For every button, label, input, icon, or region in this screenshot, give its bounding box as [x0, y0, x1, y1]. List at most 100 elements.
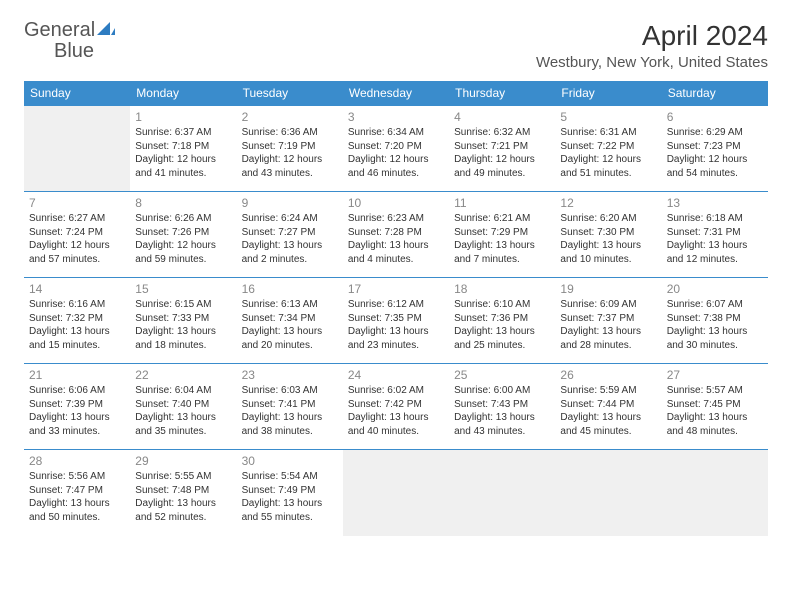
sunrise-line: Sunrise: 6:10 AM — [454, 298, 550, 312]
sunrise-line: Sunrise: 6:06 AM — [29, 384, 125, 398]
sunrise-line: Sunrise: 6:15 AM — [135, 298, 231, 312]
day-cell: 7Sunrise: 6:27 AMSunset: 7:24 PMDaylight… — [24, 192, 130, 278]
day-cell: 10Sunrise: 6:23 AMSunset: 7:28 PMDayligh… — [343, 192, 449, 278]
daylight-line: Daylight: 13 hours and 40 minutes. — [348, 411, 444, 438]
day-cell: 28Sunrise: 5:56 AMSunset: 7:47 PMDayligh… — [24, 450, 130, 536]
sunrise-line: Sunrise: 6:27 AM — [29, 212, 125, 226]
day-cell: 5Sunrise: 6:31 AMSunset: 7:22 PMDaylight… — [555, 106, 661, 192]
sunset-line: Sunset: 7:26 PM — [135, 226, 231, 240]
sunrise-line: Sunrise: 5:54 AM — [242, 470, 338, 484]
day-number: 18 — [454, 281, 550, 297]
daylight-line: Daylight: 13 hours and 25 minutes. — [454, 325, 550, 352]
day-cell: 4Sunrise: 6:32 AMSunset: 7:21 PMDaylight… — [449, 106, 555, 192]
day-number: 8 — [135, 195, 231, 211]
day-cell — [343, 450, 449, 536]
daylight-line: Daylight: 13 hours and 50 minutes. — [29, 497, 125, 524]
daylight-line: Daylight: 13 hours and 23 minutes. — [348, 325, 444, 352]
sunset-line: Sunset: 7:23 PM — [667, 140, 763, 154]
sunset-line: Sunset: 7:18 PM — [135, 140, 231, 154]
sunset-line: Sunset: 7:34 PM — [242, 312, 338, 326]
day-cell: 22Sunrise: 6:04 AMSunset: 7:40 PMDayligh… — [130, 364, 236, 450]
daylight-line: Daylight: 13 hours and 48 minutes. — [667, 411, 763, 438]
day-header: Sunday — [24, 81, 130, 106]
day-cell: 6Sunrise: 6:29 AMSunset: 7:23 PMDaylight… — [662, 106, 768, 192]
day-cell — [24, 106, 130, 192]
sunset-line: Sunset: 7:40 PM — [135, 398, 231, 412]
day-cell — [449, 450, 555, 536]
day-cell: 20Sunrise: 6:07 AMSunset: 7:38 PMDayligh… — [662, 278, 768, 364]
day-cell: 11Sunrise: 6:21 AMSunset: 7:29 PMDayligh… — [449, 192, 555, 278]
sunset-line: Sunset: 7:30 PM — [560, 226, 656, 240]
daylight-line: Daylight: 13 hours and 33 minutes. — [29, 411, 125, 438]
daylight-line: Daylight: 12 hours and 41 minutes. — [135, 153, 231, 180]
daylight-line: Daylight: 13 hours and 38 minutes. — [242, 411, 338, 438]
day-number: 15 — [135, 281, 231, 297]
day-number: 29 — [135, 453, 231, 469]
day-number: 30 — [242, 453, 338, 469]
sunset-line: Sunset: 7:27 PM — [242, 226, 338, 240]
sunset-line: Sunset: 7:49 PM — [242, 484, 338, 498]
day-number: 7 — [29, 195, 125, 211]
daylight-line: Daylight: 12 hours and 49 minutes. — [454, 153, 550, 180]
day-header: Saturday — [662, 81, 768, 106]
sunrise-line: Sunrise: 6:00 AM — [454, 384, 550, 398]
day-number: 26 — [560, 367, 656, 383]
day-number: 9 — [242, 195, 338, 211]
page-header: General Blue April 2024 Westbury, New Yo… — [24, 20, 768, 71]
day-cell: 23Sunrise: 6:03 AMSunset: 7:41 PMDayligh… — [237, 364, 343, 450]
daylight-line: Daylight: 13 hours and 7 minutes. — [454, 239, 550, 266]
day-cell: 27Sunrise: 5:57 AMSunset: 7:45 PMDayligh… — [662, 364, 768, 450]
sunset-line: Sunset: 7:43 PM — [454, 398, 550, 412]
day-number: 10 — [348, 195, 444, 211]
day-number: 17 — [348, 281, 444, 297]
sunrise-line: Sunrise: 6:13 AM — [242, 298, 338, 312]
day-cell: 13Sunrise: 6:18 AMSunset: 7:31 PMDayligh… — [662, 192, 768, 278]
sunrise-line: Sunrise: 6:37 AM — [135, 126, 231, 140]
sunrise-line: Sunrise: 6:36 AM — [242, 126, 338, 140]
day-cell: 8Sunrise: 6:26 AMSunset: 7:26 PMDaylight… — [130, 192, 236, 278]
logo-text-blue: Blue — [54, 40, 94, 62]
day-cell: 21Sunrise: 6:06 AMSunset: 7:39 PMDayligh… — [24, 364, 130, 450]
day-number: 22 — [135, 367, 231, 383]
week-row: 1Sunrise: 6:37 AMSunset: 7:18 PMDaylight… — [24, 106, 768, 192]
sunrise-line: Sunrise: 6:02 AM — [348, 384, 444, 398]
sunrise-line: Sunrise: 6:20 AM — [560, 212, 656, 226]
day-cell: 29Sunrise: 5:55 AMSunset: 7:48 PMDayligh… — [130, 450, 236, 536]
sunrise-line: Sunrise: 6:29 AM — [667, 126, 763, 140]
day-cell: 16Sunrise: 6:13 AMSunset: 7:34 PMDayligh… — [237, 278, 343, 364]
sunset-line: Sunset: 7:21 PM — [454, 140, 550, 154]
day-cell: 30Sunrise: 5:54 AMSunset: 7:49 PMDayligh… — [237, 450, 343, 536]
daylight-line: Daylight: 13 hours and 52 minutes. — [135, 497, 231, 524]
sunset-line: Sunset: 7:20 PM — [348, 140, 444, 154]
sunset-line: Sunset: 7:44 PM — [560, 398, 656, 412]
sunset-line: Sunset: 7:32 PM — [29, 312, 125, 326]
daylight-line: Daylight: 13 hours and 18 minutes. — [135, 325, 231, 352]
daylight-line: Daylight: 13 hours and 4 minutes. — [348, 239, 444, 266]
sunrise-line: Sunrise: 6:18 AM — [667, 212, 763, 226]
day-number: 13 — [667, 195, 763, 211]
daylight-line: Daylight: 13 hours and 55 minutes. — [242, 497, 338, 524]
day-cell: 14Sunrise: 6:16 AMSunset: 7:32 PMDayligh… — [24, 278, 130, 364]
day-number: 24 — [348, 367, 444, 383]
day-cell: 17Sunrise: 6:12 AMSunset: 7:35 PMDayligh… — [343, 278, 449, 364]
day-cell — [555, 450, 661, 536]
day-cell: 2Sunrise: 6:36 AMSunset: 7:19 PMDaylight… — [237, 106, 343, 192]
daylight-line: Daylight: 13 hours and 10 minutes. — [560, 239, 656, 266]
calendar-body: 1Sunrise: 6:37 AMSunset: 7:18 PMDaylight… — [24, 106, 768, 536]
sunrise-line: Sunrise: 6:12 AM — [348, 298, 444, 312]
day-cell: 26Sunrise: 5:59 AMSunset: 7:44 PMDayligh… — [555, 364, 661, 450]
day-cell: 3Sunrise: 6:34 AMSunset: 7:20 PMDaylight… — [343, 106, 449, 192]
calendar-table: SundayMondayTuesdayWednesdayThursdayFrid… — [24, 81, 768, 536]
day-header-row: SundayMondayTuesdayWednesdayThursdayFrid… — [24, 81, 768, 106]
sunrise-line: Sunrise: 6:03 AM — [242, 384, 338, 398]
daylight-line: Daylight: 12 hours and 46 minutes. — [348, 153, 444, 180]
daylight-line: Daylight: 12 hours and 59 minutes. — [135, 239, 231, 266]
week-row: 14Sunrise: 6:16 AMSunset: 7:32 PMDayligh… — [24, 278, 768, 364]
sunrise-line: Sunrise: 6:23 AM — [348, 212, 444, 226]
day-number: 1 — [135, 109, 231, 125]
daylight-line: Daylight: 13 hours and 20 minutes. — [242, 325, 338, 352]
sunrise-line: Sunrise: 6:32 AM — [454, 126, 550, 140]
day-cell: 12Sunrise: 6:20 AMSunset: 7:30 PMDayligh… — [555, 192, 661, 278]
sunrise-line: Sunrise: 6:16 AM — [29, 298, 125, 312]
daylight-line: Daylight: 12 hours and 54 minutes. — [667, 153, 763, 180]
